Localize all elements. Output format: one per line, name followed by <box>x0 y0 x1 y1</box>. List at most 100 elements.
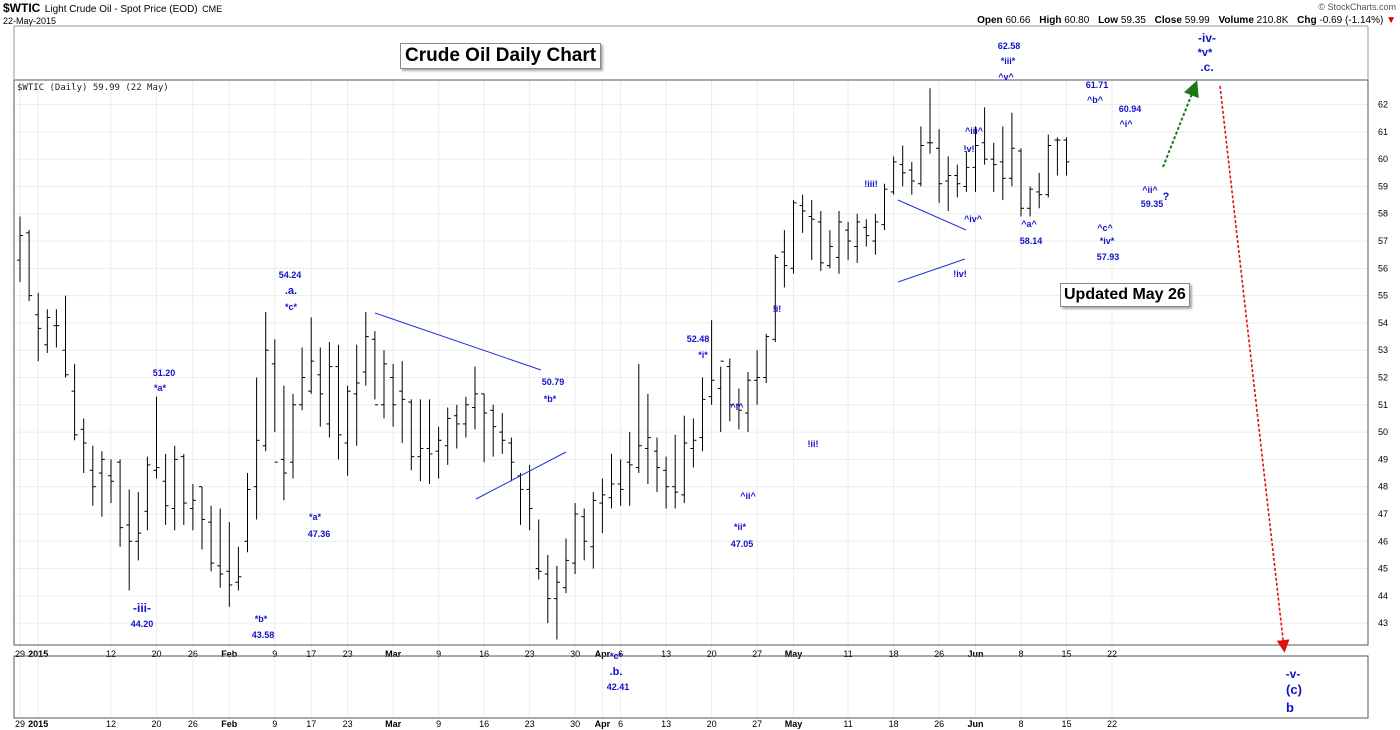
wave-label: ^ii^ <box>740 491 756 501</box>
y-axis: 43 44 45 46 47 48 49 50 51 52 53 54 55 56 57 58 59 60 61 62 <box>1378 100 1388 629</box>
low-label: Low <box>1098 15 1119 26</box>
x-tick-label: 20 <box>707 649 717 659</box>
x-tick-label: 26 <box>934 649 944 659</box>
x-tick-label: 17 <box>306 719 316 729</box>
x-tick-label: Apr <box>595 649 611 659</box>
x-tick-label: 30 <box>570 719 580 729</box>
x-tick-label: 30 <box>570 649 580 659</box>
chart-legend: $WTIC (Daily) 59.99 (22 May) <box>17 83 169 93</box>
wave-label: 54.24 <box>279 270 302 280</box>
x-tick-label: 22 <box>1107 719 1117 729</box>
wave-label: 51.20 <box>153 368 176 378</box>
x-tick-label: 2015 <box>28 719 48 729</box>
x-tick-label: 18 <box>889 649 899 659</box>
wave-label: *i* <box>698 350 708 360</box>
wave-label: 50.79 <box>542 377 565 387</box>
chart-title: Crude Oil Daily Chart <box>400 43 602 69</box>
wave-label: 57.93 <box>1097 252 1120 262</box>
wave-label: b <box>1286 700 1294 715</box>
price-bars <box>17 88 1070 640</box>
wave-label: 52.48 <box>687 334 710 344</box>
y-tick-label: 53 <box>1378 345 1388 355</box>
chart-frame <box>13 25 1369 719</box>
chart-date: 22-May-2015 <box>3 16 57 26</box>
x-tick-label: Mar <box>385 719 402 729</box>
wave-label: *iii* <box>1001 56 1016 66</box>
x-tick-label: 12 <box>106 719 116 729</box>
x-tick-label: 18 <box>889 719 899 729</box>
wave-label: -iv- <box>1198 31 1216 45</box>
wave-label: *v* <box>1198 47 1213 59</box>
y-tick-label: 46 <box>1378 536 1388 546</box>
x-tick-label: 23 <box>343 719 353 729</box>
wave-label: ^ii^ <box>1142 185 1158 195</box>
wave-label: -iii- <box>133 601 151 615</box>
wave-label: -v- <box>1286 667 1301 681</box>
wave-label: ^i^ <box>1119 119 1133 129</box>
wave-label: !iv! <box>953 269 967 279</box>
x-tick-label: 9 <box>436 719 441 729</box>
wave-label: *b* <box>255 614 268 624</box>
x-tick-label: 26 <box>188 649 198 659</box>
source-credit: © StockCharts.com <box>1318 2 1396 12</box>
x-tick-label: 15 <box>1061 649 1071 659</box>
wave-label: 43.58 <box>252 630 275 640</box>
high-label: High <box>1039 15 1062 26</box>
wave-label: *c* <box>285 302 298 312</box>
close-value: 59.99 <box>1184 15 1210 26</box>
y-tick-label: 43 <box>1378 618 1388 628</box>
symbol: $WTIC <box>3 1 41 15</box>
volume-label: Volume <box>1218 15 1254 26</box>
x-tick-label: 8 <box>1018 649 1023 659</box>
forecast-up-arrow <box>1162 80 1199 168</box>
wave-label: ^a^ <box>1021 219 1037 229</box>
ohlc-summary: Open 60.66 High 60.80 Low 59.35 Close 59… <box>971 15 1396 26</box>
x-tick-label: 9 <box>272 719 277 729</box>
wave-label: 47.36 <box>308 529 331 539</box>
wave-label: 47.05 <box>731 539 754 549</box>
lower-panel-border <box>13 655 1369 719</box>
chart-header: $WTIC Light Crude Oil - Spot Price (EOD)… <box>3 2 222 16</box>
y-tick-label: 48 <box>1378 482 1388 492</box>
chg-value: -0.69 (-1.14%) <box>1319 15 1384 26</box>
wave-label: !v! <box>964 144 975 154</box>
trend-line <box>374 312 542 371</box>
wave-label: ^v^ <box>998 72 1014 82</box>
y-tick-label: 44 <box>1378 591 1388 601</box>
wave-label: .b. <box>610 666 623 678</box>
x-tick-label: Jun <box>967 649 983 659</box>
y-tick-label: 49 <box>1378 454 1388 464</box>
y-tick-label: 55 <box>1378 291 1388 301</box>
wave-label: ^b^ <box>1087 95 1104 105</box>
x-tick-label: Feb <box>221 649 238 659</box>
wave-label: *iv* <box>1100 236 1115 246</box>
x-tick-label: 9 <box>272 649 277 659</box>
wave-label: 42.41 <box>607 682 630 692</box>
x-tick-label: 27 <box>752 649 762 659</box>
y-tick-label: 58 <box>1378 209 1388 219</box>
wave-label: *c* <box>610 651 623 661</box>
wave-label: !iii! <box>864 179 878 189</box>
x-tick-label: Mar <box>385 649 402 659</box>
x-axis: 292920152015121220202626FebFeb9917172323… <box>15 649 1117 729</box>
wave-label: .a. <box>285 285 297 297</box>
x-tick-label: 26 <box>188 719 198 729</box>
trend-line <box>897 258 966 283</box>
x-tick-label: 16 <box>479 649 489 659</box>
y-tick-label: 47 <box>1378 509 1388 519</box>
x-tick-label: May <box>785 719 803 729</box>
chg-label: Chg <box>1297 15 1317 26</box>
x-tick-label: May <box>785 649 803 659</box>
x-tick-label: 13 <box>661 649 671 659</box>
open-value: 60.66 <box>1005 15 1031 26</box>
wave-label: 44.20 <box>131 619 154 629</box>
x-tick-label: 29 <box>15 719 25 729</box>
x-tick-label: 23 <box>525 649 535 659</box>
chart-grid <box>14 80 1368 718</box>
wave-label: ^i^ <box>730 402 744 412</box>
x-tick-label: 20 <box>707 719 717 729</box>
x-tick-label: 8 <box>1018 719 1023 729</box>
x-tick-label: Jun <box>967 719 983 729</box>
x-tick-label: 23 <box>343 649 353 659</box>
